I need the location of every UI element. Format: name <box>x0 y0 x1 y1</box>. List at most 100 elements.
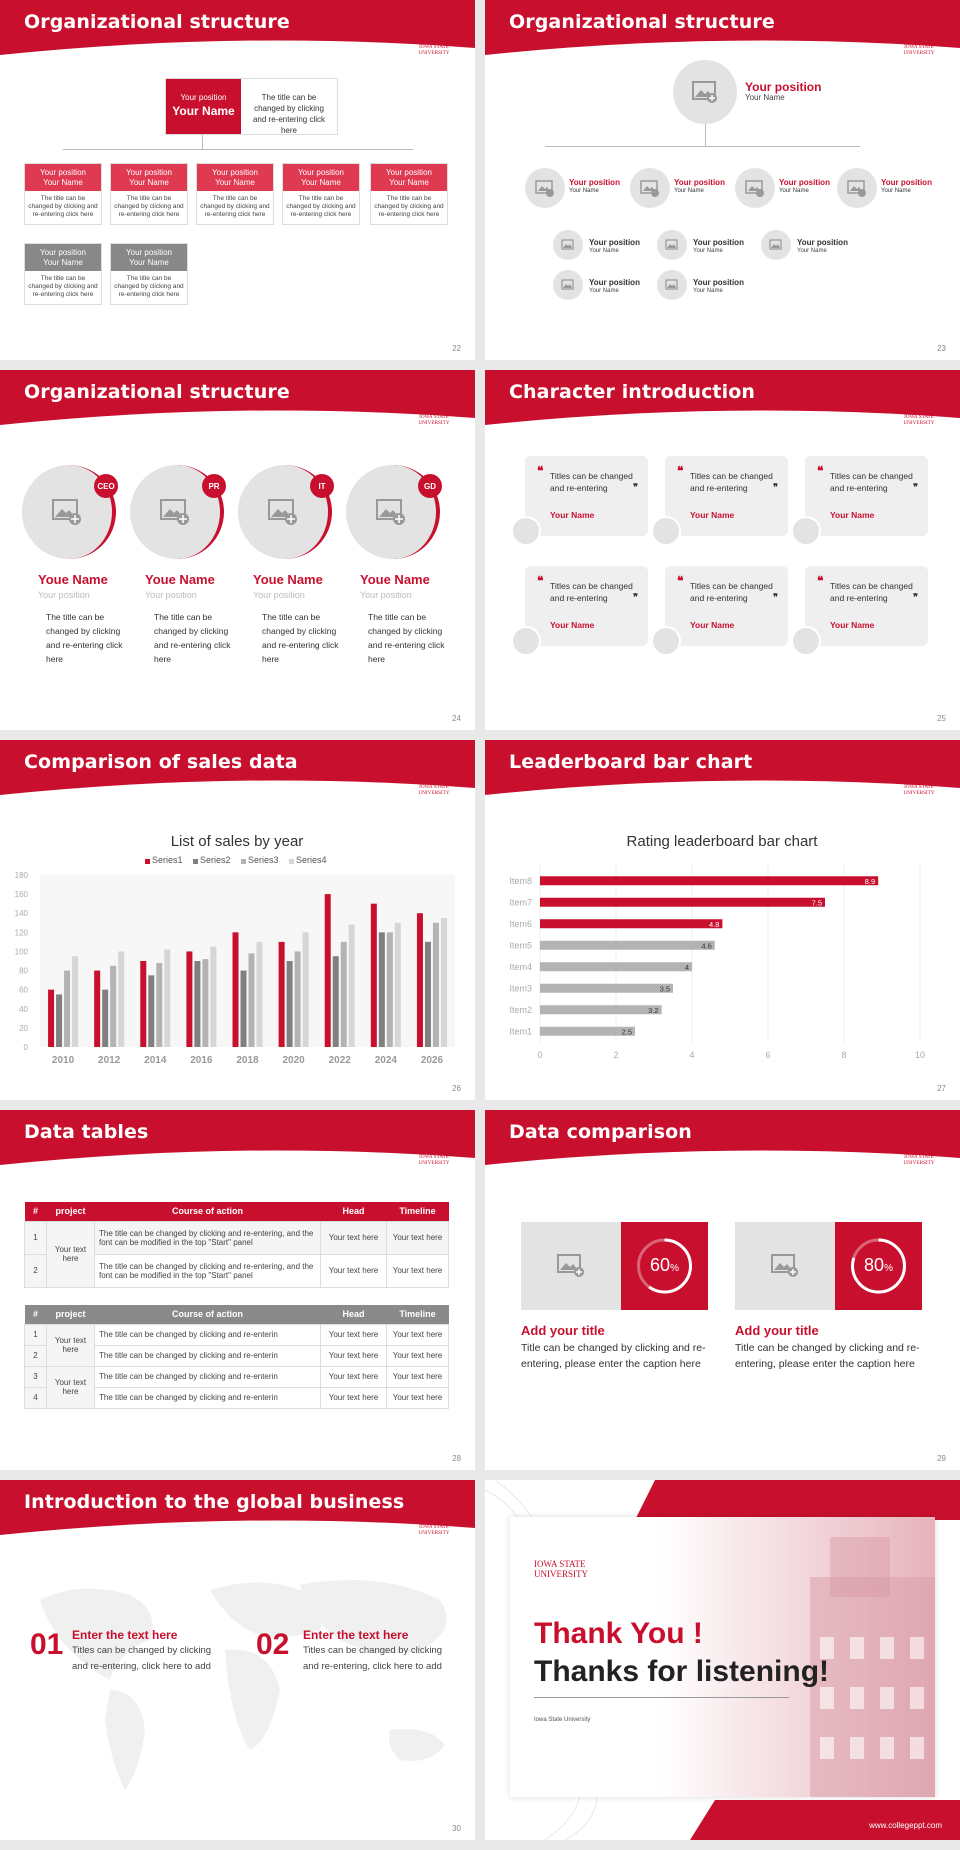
slide-29[interactable]: Data comparison IOWA STATE UNIVERSITY 60%… <box>485 1110 960 1470</box>
image-placeholder-icon[interactable] <box>553 230 583 260</box>
person-description: The title can be changed by clicking and… <box>368 612 445 664</box>
bar <box>72 956 79 1047</box>
person-position: Your position <box>38 590 90 600</box>
slide-25[interactable]: Character introduction IOWA STATE UNIVERS… <box>485 370 960 730</box>
top-position-label: Your position Your Name <box>745 80 822 102</box>
position-label: Your position Your Name <box>589 238 640 254</box>
slide-title: Comparison of sales data <box>24 751 298 773</box>
image-placeholder-icon[interactable] <box>525 168 565 208</box>
data-label: 2.5 <box>622 1027 632 1036</box>
page-number: 28 <box>452 1454 461 1463</box>
org-card[interactable]: Your position Your Name The title can be c… <box>110 243 188 305</box>
image-placeholder-icon[interactable] <box>657 270 687 300</box>
item-title: Enter the text here <box>303 1628 409 1642</box>
position-label: Your position Your Name <box>589 278 640 294</box>
bar <box>194 961 201 1047</box>
slide-26[interactable]: Comparison of sales data IOWA STATE UNIVE… <box>0 740 475 1100</box>
slide-title: Introduction to the global business <box>24 1491 405 1513</box>
slide-thank-you[interactable]: IOWA STATE UNIVERSITY Thank You ! Thanks … <box>485 1480 960 1840</box>
org-top-box[interactable]: Your position Your Name The title can be … <box>165 78 338 135</box>
image-placeholder-icon[interactable] <box>761 230 791 260</box>
comparison-box[interactable]: 60% <box>521 1222 708 1310</box>
person-name: Youe Name <box>38 572 108 587</box>
position-label: Your position Your Name <box>569 178 620 194</box>
x-tick-label: 10 <box>915 1050 925 1060</box>
bar <box>210 946 217 1047</box>
x-tick-label: 2022 <box>329 1055 352 1066</box>
slide-header: Organizational structure <box>0 370 475 430</box>
x-tick-label: 6 <box>765 1050 770 1060</box>
image-placeholder-icon[interactable] <box>735 168 775 208</box>
item-number: 02 <box>256 1628 290 1661</box>
data-table-2[interactable]: # project Course of action Head Timeline 1 Yo… <box>24 1305 449 1409</box>
slide-28[interactable]: Data tables IOWA STATE UNIVERSITY # projec… <box>0 1110 475 1470</box>
bar <box>64 970 71 1047</box>
slide-header: Organizational structure <box>0 0 475 60</box>
slide-27[interactable]: Leaderboard bar chart IOWA STATE UNIVERSI… <box>485 740 960 1100</box>
image-placeholder-icon[interactable] <box>673 60 737 124</box>
x-tick-label: 2 <box>613 1050 618 1060</box>
slide-header: Organizational structure <box>485 0 960 60</box>
person-name: Youe Name <box>145 572 215 587</box>
y-tick-label: 80 <box>19 967 28 976</box>
bar <box>186 951 193 1047</box>
image-placeholder-icon[interactable] <box>837 168 877 208</box>
slide-22[interactable]: Organizational structure IOWA STATE UNIVE… <box>0 0 475 360</box>
data-table-1[interactable]: # project Course of action Head Timeline 1 Yo… <box>24 1202 449 1288</box>
org-card[interactable]: Your position Your Name The title can be c… <box>370 163 448 225</box>
y-tick-label: 100 <box>15 947 29 956</box>
item-title: Add your title <box>735 1323 819 1338</box>
legend-label: Series2 <box>200 855 231 865</box>
slide-title: Organizational structure <box>509 11 775 33</box>
plot-background <box>40 875 455 1047</box>
quote-card[interactable]: ❝ Titles can be changed and re-entering ❞ Y… <box>805 566 928 646</box>
org-card[interactable]: Your position Your Name The title can be c… <box>282 163 360 225</box>
image-placeholder-icon[interactable] <box>657 230 687 260</box>
bar <box>240 970 247 1047</box>
thanks-subheading: Thanks for listening! <box>534 1655 830 1688</box>
position-label: Your position Your Name <box>674 178 725 194</box>
quote-card[interactable]: ❝ Titles can be changed and re-entering ❞ Y… <box>805 456 928 536</box>
quote-card[interactable]: ❝ Titles can be changed and re-entering ❞ Y… <box>525 566 648 646</box>
page-number: 23 <box>937 344 946 353</box>
university-logo: IOWA STATE UNIVERSITY <box>418 1524 450 1536</box>
slide-title: Organizational structure <box>24 11 290 33</box>
org-card[interactable]: Your position Your Name The title can be c… <box>110 163 188 225</box>
slide-30[interactable]: Introduction to the global business IOWA… <box>0 1480 475 1840</box>
org-card[interactable]: Your position Your Name The title can be c… <box>24 243 102 305</box>
university-logo: IOWA STATE UNIVERSITY <box>534 1559 588 1579</box>
role-badge: IT <box>310 474 334 498</box>
x-tick-label: 2024 <box>375 1055 398 1066</box>
website-url[interactable]: www.collegeppt.com <box>869 1821 942 1830</box>
y-tick-label: Item2 <box>509 1005 532 1015</box>
org-card[interactable]: Your position Your Name The title can be c… <box>196 163 274 225</box>
quote-card[interactable]: ❝ Titles can be changed and re-entering ❞ Y… <box>665 456 788 536</box>
x-tick-label: 2016 <box>190 1055 213 1066</box>
university-logo: IOWA STATE UNIVERSITY <box>903 44 935 56</box>
x-tick-label: 8 <box>841 1050 846 1060</box>
y-tick-label: Item6 <box>509 919 532 929</box>
photo-placeholder-icon[interactable] <box>22 465 116 559</box>
chart-title: Rating leaderboard bar chart <box>627 833 819 850</box>
slide-title: Data tables <box>24 1121 149 1143</box>
comparison-box[interactable]: 80% <box>735 1222 922 1310</box>
x-tick-label: 2020 <box>282 1055 305 1066</box>
bar <box>540 983 673 993</box>
quote-card[interactable]: ❝ Titles can be changed and re-entering ❞ Y… <box>525 456 648 536</box>
university-logo: IOWA STATE UNIVERSITY <box>418 784 450 796</box>
chart-title: List of sales by year <box>171 833 304 850</box>
person-position: Your position <box>360 590 412 600</box>
bar <box>156 962 163 1047</box>
university-logo: IOWA STATE UNIVERSITY <box>418 414 450 426</box>
image-placeholder-icon[interactable] <box>553 270 583 300</box>
thank-you-heading: Thank You ! <box>534 1617 703 1650</box>
y-tick-label: Item4 <box>509 962 532 972</box>
y-tick-label: 140 <box>15 909 29 918</box>
university-logo: IOWA STATE UNIVERSITY <box>418 44 450 56</box>
slide-23[interactable]: Organizational structure IOWA STATE UNIVE… <box>485 0 960 360</box>
image-placeholder-icon[interactable] <box>630 168 670 208</box>
person-position: Your position <box>253 590 305 600</box>
slide-24[interactable]: Organizational structure IOWA STATE UNIVE… <box>0 370 475 730</box>
org-card[interactable]: Your position Your Name The title can be c… <box>24 163 102 225</box>
quote-card[interactable]: ❝ Titles can be changed and re-entering ❞ Y… <box>665 566 788 646</box>
